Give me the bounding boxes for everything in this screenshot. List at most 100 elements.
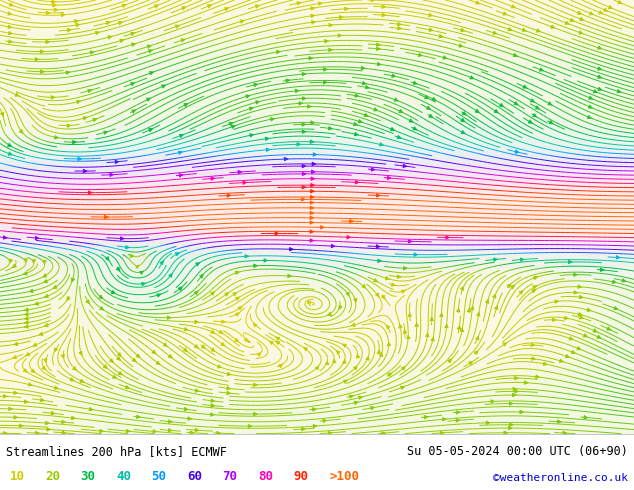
FancyArrowPatch shape xyxy=(445,324,448,328)
FancyArrowPatch shape xyxy=(157,294,160,297)
FancyArrowPatch shape xyxy=(590,12,593,15)
FancyArrowPatch shape xyxy=(564,316,568,319)
FancyArrowPatch shape xyxy=(36,58,39,61)
FancyArrowPatch shape xyxy=(569,337,573,340)
FancyArrowPatch shape xyxy=(574,273,577,276)
FancyArrowPatch shape xyxy=(355,94,358,97)
FancyArrowPatch shape xyxy=(311,190,314,193)
FancyArrowPatch shape xyxy=(359,396,362,399)
FancyArrowPatch shape xyxy=(616,256,620,259)
FancyArrowPatch shape xyxy=(342,360,346,364)
FancyArrowPatch shape xyxy=(508,426,512,430)
FancyArrowPatch shape xyxy=(425,333,429,337)
FancyArrowPatch shape xyxy=(391,127,394,131)
FancyArrowPatch shape xyxy=(266,148,269,151)
FancyArrowPatch shape xyxy=(9,407,12,411)
FancyArrowPatch shape xyxy=(110,359,113,363)
FancyArrowPatch shape xyxy=(297,1,301,5)
FancyArrowPatch shape xyxy=(3,236,7,239)
FancyArrowPatch shape xyxy=(337,351,340,354)
FancyArrowPatch shape xyxy=(587,308,591,312)
FancyArrowPatch shape xyxy=(354,122,358,125)
FancyArrowPatch shape xyxy=(430,317,434,320)
FancyArrowPatch shape xyxy=(377,47,380,50)
FancyArrowPatch shape xyxy=(304,347,307,351)
FancyArrowPatch shape xyxy=(14,416,17,419)
FancyArrowPatch shape xyxy=(622,279,626,282)
FancyArrowPatch shape xyxy=(13,264,16,267)
FancyArrowPatch shape xyxy=(515,376,518,380)
FancyArrowPatch shape xyxy=(494,258,497,261)
FancyArrowPatch shape xyxy=(67,296,70,300)
FancyArrowPatch shape xyxy=(160,261,164,265)
FancyArrowPatch shape xyxy=(195,389,199,392)
FancyArrowPatch shape xyxy=(229,122,233,125)
FancyArrowPatch shape xyxy=(25,317,28,320)
FancyArrowPatch shape xyxy=(250,134,254,137)
FancyArrowPatch shape xyxy=(169,355,172,358)
FancyArrowPatch shape xyxy=(295,89,299,93)
FancyArrowPatch shape xyxy=(105,216,108,219)
FancyArrowPatch shape xyxy=(536,106,539,109)
FancyArrowPatch shape xyxy=(313,408,316,411)
FancyArrowPatch shape xyxy=(302,165,306,168)
FancyArrowPatch shape xyxy=(374,279,377,282)
FancyArrowPatch shape xyxy=(339,16,343,19)
FancyArrowPatch shape xyxy=(19,424,23,427)
FancyArrowPatch shape xyxy=(182,7,186,10)
FancyArrowPatch shape xyxy=(571,350,575,353)
FancyArrowPatch shape xyxy=(210,292,214,295)
FancyArrowPatch shape xyxy=(131,43,135,46)
FancyArrowPatch shape xyxy=(456,411,460,414)
FancyArrowPatch shape xyxy=(254,413,257,416)
FancyArrowPatch shape xyxy=(236,297,240,300)
FancyArrowPatch shape xyxy=(342,344,346,347)
FancyArrowPatch shape xyxy=(382,295,385,299)
FancyArrowPatch shape xyxy=(79,351,82,355)
FancyArrowPatch shape xyxy=(374,108,377,111)
FancyArrowPatch shape xyxy=(356,354,359,358)
FancyArrowPatch shape xyxy=(51,412,55,415)
FancyArrowPatch shape xyxy=(302,73,306,76)
FancyArrowPatch shape xyxy=(29,289,33,293)
FancyArrowPatch shape xyxy=(8,12,11,15)
FancyArrowPatch shape xyxy=(569,260,572,264)
FancyArrowPatch shape xyxy=(1,112,4,116)
FancyArrowPatch shape xyxy=(302,186,306,189)
FancyArrowPatch shape xyxy=(53,285,57,289)
FancyArrowPatch shape xyxy=(179,173,183,177)
FancyArrowPatch shape xyxy=(46,421,49,425)
FancyArrowPatch shape xyxy=(254,323,257,327)
FancyArrowPatch shape xyxy=(377,245,380,248)
FancyArrowPatch shape xyxy=(9,40,12,43)
FancyArrowPatch shape xyxy=(43,274,47,277)
FancyArrowPatch shape xyxy=(515,150,519,153)
FancyArrowPatch shape xyxy=(382,432,385,435)
FancyArrowPatch shape xyxy=(120,39,124,43)
FancyArrowPatch shape xyxy=(200,274,203,278)
FancyArrowPatch shape xyxy=(355,181,359,184)
FancyArrowPatch shape xyxy=(83,170,87,173)
FancyArrowPatch shape xyxy=(398,275,401,278)
FancyArrowPatch shape xyxy=(418,53,422,56)
FancyArrowPatch shape xyxy=(323,419,327,422)
FancyArrowPatch shape xyxy=(588,105,592,108)
FancyArrowPatch shape xyxy=(570,19,574,22)
FancyArrowPatch shape xyxy=(385,276,389,280)
FancyArrowPatch shape xyxy=(578,313,582,316)
FancyArrowPatch shape xyxy=(378,259,381,263)
FancyArrowPatch shape xyxy=(90,51,94,54)
FancyArrowPatch shape xyxy=(432,98,436,100)
FancyArrowPatch shape xyxy=(398,135,401,139)
FancyArrowPatch shape xyxy=(350,220,353,223)
FancyArrowPatch shape xyxy=(325,40,328,43)
FancyArrowPatch shape xyxy=(126,386,129,389)
FancyArrowPatch shape xyxy=(440,431,444,435)
FancyArrowPatch shape xyxy=(457,326,461,329)
FancyArrowPatch shape xyxy=(89,408,93,411)
FancyArrowPatch shape xyxy=(528,120,532,123)
FancyArrowPatch shape xyxy=(146,98,150,101)
FancyArrowPatch shape xyxy=(70,378,74,381)
FancyArrowPatch shape xyxy=(310,221,313,224)
FancyArrowPatch shape xyxy=(31,369,35,372)
